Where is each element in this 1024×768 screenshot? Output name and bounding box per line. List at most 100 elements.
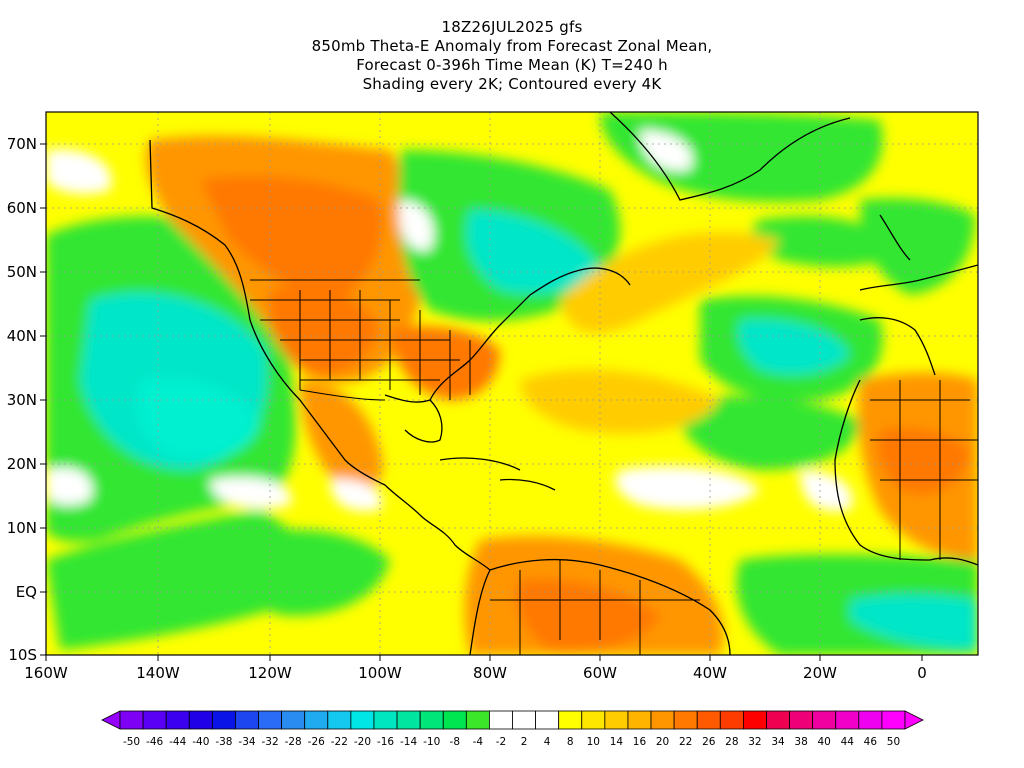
colorbar-label: 10 xyxy=(587,736,600,748)
colorbar-swatch xyxy=(512,710,536,730)
colorbar-label: 2 xyxy=(521,736,528,748)
colorbar-label: -28 xyxy=(285,736,302,748)
lat-tick-label: 10N xyxy=(7,519,37,537)
colorbar-label: -40 xyxy=(192,736,209,748)
coastlines xyxy=(149,112,978,655)
colorbar-swatch xyxy=(558,710,583,730)
colorbar-label: 14 xyxy=(610,736,624,748)
lat-tick-label: 30N xyxy=(7,391,37,409)
colorbar-swatch xyxy=(604,710,629,730)
lat-tick-label: 70N xyxy=(7,135,37,153)
map-frame xyxy=(45,111,979,656)
lon-tick-label: 20W xyxy=(803,664,837,682)
colorbar-label: 8 xyxy=(567,736,574,748)
colorbar-label: 16 xyxy=(633,736,647,748)
colorbar-swatch xyxy=(627,710,652,730)
colorbar-label: -8 xyxy=(450,736,460,748)
colorbar-label: 34 xyxy=(771,736,785,748)
colorbar-swatch xyxy=(696,710,721,730)
colorbar-swatch xyxy=(835,710,860,730)
lon-tick-label: 100W xyxy=(358,664,402,682)
colorbar-label: -16 xyxy=(377,736,394,748)
lat-tick-label: 10S xyxy=(8,646,37,664)
colorbar-label: 22 xyxy=(679,736,692,748)
colorbar-label: -32 xyxy=(261,736,278,748)
colorbar-swatch xyxy=(535,710,560,730)
colorbar-swatch xyxy=(419,710,444,730)
title-line-shading: Shading every 2K; Contoured every 4K xyxy=(362,75,662,93)
colorbar-swatch xyxy=(465,710,490,730)
colorbar-swatch xyxy=(142,710,167,730)
colorbar-left-arrow xyxy=(101,710,121,730)
lon-tick-label: 60W xyxy=(583,664,617,682)
colorbar-label: -38 xyxy=(215,736,232,748)
colorbar-swatch xyxy=(211,710,236,730)
colorbar-swatch xyxy=(766,710,790,730)
colorbar-swatch xyxy=(188,710,213,730)
colorbar-label: -10 xyxy=(423,736,440,748)
lat-tick-label: 20N xyxy=(7,455,37,473)
colorbar-swatch xyxy=(304,710,329,730)
colorbar-label: 38 xyxy=(794,736,807,748)
colorbar-label: -44 xyxy=(169,736,186,748)
colorbar-label: -2 xyxy=(496,736,506,748)
lon-axis: 160W 140W 120W 100W 80W 60W 40W 20W 0 xyxy=(24,664,927,682)
colorbar: -50 -46 -44 -40 -38 -34 -32 -28 -26 -22 -20 -16 -14-… xyxy=(101,710,924,748)
colorbar-swatch xyxy=(489,710,513,730)
colorbar-label: 20 xyxy=(656,736,669,748)
colorbar-swatch xyxy=(165,710,190,730)
colorbar-swatch xyxy=(581,710,606,730)
colorbar-label: 28 xyxy=(725,736,738,748)
lon-tick-label: 40W xyxy=(693,664,727,682)
lon-tick-label: 0 xyxy=(917,664,927,682)
plot-title: 18Z26JUL2025 gfs 850mb Theta-E Anomaly f… xyxy=(0,18,1024,94)
colorbar-swatch xyxy=(235,710,259,730)
lat-tick-label: 50N xyxy=(7,263,37,281)
colorbar-label: -34 xyxy=(238,736,255,748)
colorbar-swatch xyxy=(258,710,283,730)
lon-tick-label: 160W xyxy=(24,664,68,682)
colorbar-swatch xyxy=(858,710,883,730)
colorbar-swatch xyxy=(327,710,352,730)
colorbar-label: 50 xyxy=(887,736,900,748)
colorbar-swatch xyxy=(789,710,814,730)
colorbar-label: -26 xyxy=(308,736,325,748)
lon-tick-label: 80W xyxy=(473,664,507,682)
lat-tick-label: EQ xyxy=(16,583,37,601)
colorbar-swatch xyxy=(881,710,906,730)
colorbar-swatch xyxy=(673,710,698,730)
colorbar-label: 40 xyxy=(818,736,831,748)
colorbar-label: -22 xyxy=(331,736,348,748)
colorbar-swatch xyxy=(281,710,306,730)
lon-tick-label: 120W xyxy=(248,664,292,682)
colorbar-swatch xyxy=(373,710,398,730)
colorbar-right-arrow xyxy=(904,710,924,730)
colorbar-swatch xyxy=(119,710,144,730)
political-borders xyxy=(250,279,978,655)
lat-tick-label: 60N xyxy=(7,199,37,217)
colorbar-swatch xyxy=(742,710,767,730)
colorbar-label: -4 xyxy=(473,736,484,748)
colorbar-swatch xyxy=(812,710,837,730)
colorbar-swatch xyxy=(650,710,675,730)
colorbar-label: 46 xyxy=(864,736,878,748)
colorbar-label: 32 xyxy=(748,736,761,748)
colorbar-label: -50 xyxy=(123,736,140,748)
colorbar-label: 44 xyxy=(841,736,855,748)
colorbar-label: 26 xyxy=(702,736,716,748)
colorbar-label: 4 xyxy=(544,736,551,748)
colorbar-swatch xyxy=(396,710,421,730)
title-line-date: 18Z26JUL2025 gfs xyxy=(441,18,583,36)
theta-e-anomaly-shading xyxy=(46,112,978,655)
lon-tick-label: 140W xyxy=(136,664,180,682)
colorbar-label: -14 xyxy=(400,736,417,748)
colorbar-label: -46 xyxy=(146,736,163,748)
title-line-variable: 850mb Theta-E Anomaly from Forecast Zona… xyxy=(311,37,713,55)
lat-axis: 70N 60N 50N 40N 30N 20N 10N EQ 10S xyxy=(7,135,37,664)
colorbar-swatch xyxy=(442,710,467,730)
colorbar-swatch xyxy=(350,710,375,730)
colorbar-label: -20 xyxy=(354,736,371,748)
title-line-forecast: Forecast 0-396h Time Mean (K) T=240 h xyxy=(356,56,668,74)
colorbar-swatch xyxy=(719,710,744,730)
